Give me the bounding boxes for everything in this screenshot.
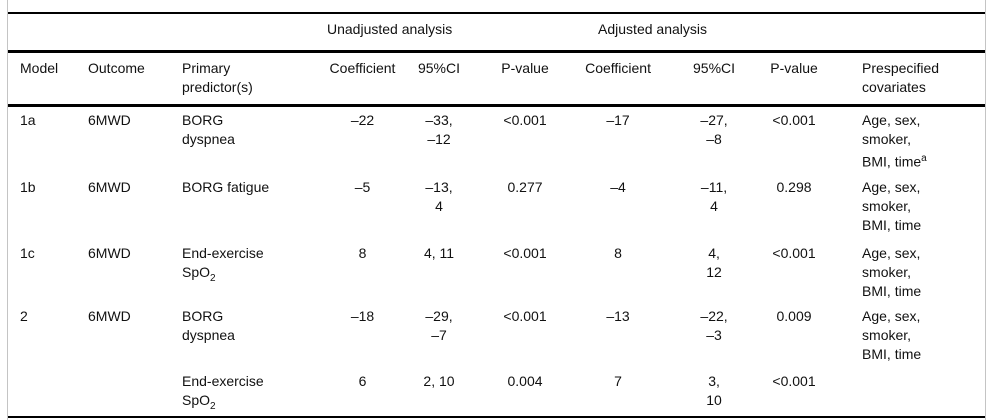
cell-unadjusted-ci: 4, 11 — [423, 245, 455, 261]
cell-unadjusted-coefficient: –5 — [354, 179, 371, 195]
header-unadjusted-ci: 95%CI — [400, 51, 478, 107]
cell-adjusted-ci: –11, 4 — [700, 179, 728, 214]
table-row-model-1a: 1a 6MWD BORG dyspnea –22 –33, –12 <0.001 –… — [8, 106, 985, 175]
cell-outcome — [88, 368, 180, 418]
header-unadjusted-coefficient: Coefficient — [325, 51, 400, 107]
cell-unadjusted-ci: –33, –12 — [425, 112, 453, 147]
cell-outcome: 6MWD — [88, 179, 131, 195]
cell-unadjusted-coefficient: –18 — [350, 308, 375, 324]
table-right-border — [985, 0, 986, 420]
cell-predictor: BORG fatigue — [182, 179, 270, 195]
header-adjusted-coefficient: Coefficient — [572, 51, 665, 107]
cell-adjusted-coefficient: –4 — [610, 179, 626, 195]
cell-adjusted-pvalue: <0.001 — [772, 112, 816, 128]
cell-model — [8, 368, 88, 418]
table-row-model-1b: 1b 6MWD BORG fatigue –5 –13, 4 0.277 –4 –… — [8, 174, 985, 240]
unadjusted-analysis-spanner: Unadjusted analysis — [325, 12, 573, 53]
cell-covariates — [824, 368, 986, 418]
cell-adjusted-pvalue: 0.298 — [776, 179, 812, 195]
cell-unadjusted-pvalue: <0.001 — [503, 245, 547, 261]
table-left-border — [7, 0, 8, 420]
regression-results-table: Unadjusted analysis Adjusted analysis Mo… — [8, 12, 986, 418]
cell-model: 1c — [20, 245, 35, 261]
spanner-spacer — [824, 12, 986, 53]
cell-outcome: 6MWD — [88, 245, 131, 261]
cell-outcome: 6MWD — [88, 112, 131, 128]
cell-adjusted-pvalue: 0.009 — [776, 308, 812, 324]
cell-model: 1b — [20, 179, 36, 195]
cell-covariates: Age, sex, smoker, BMI, time — [862, 308, 922, 362]
header-model: Model — [8, 51, 88, 107]
table-row-model-2: 2 6MWD BORG dyspnea –18 –29, –7 <0.001 –13… — [8, 303, 985, 368]
cell-covariates: Age, sex, smoker, BMI, timea — [862, 112, 927, 170]
cell-model: 2 — [20, 308, 28, 324]
cell-unadjusted-pvalue: 0.004 — [478, 368, 573, 418]
cell-adjusted-pvalue: <0.001 — [772, 245, 816, 261]
spanner-spacer — [8, 12, 325, 53]
cell-unadjusted-ci: –13, 4 — [425, 179, 453, 214]
cell-predictor: BORG dyspnea — [182, 308, 235, 343]
cell-adjusted-ci: 4, 12 — [706, 245, 722, 280]
cell-unadjusted-coefficient: 6 — [325, 368, 400, 418]
header-outcome: Outcome — [88, 51, 180, 107]
cell-adjusted-coefficient: –17 — [606, 112, 630, 128]
cell-unadjusted-coefficient: –22 — [350, 112, 375, 128]
table-row-model-2-continued: End-exercise SpO2 6 2, 10 0.004 7 3, 10 <0… — [8, 368, 986, 418]
analysis-spanner-row: Unadjusted analysis Adjusted analysis — [8, 12, 986, 53]
header-unadjusted-pvalue: P-value — [478, 51, 573, 107]
header-prespecified-covariates: Prespecified covariates — [824, 51, 986, 107]
column-header-row: Model Outcome Primary predictor(s) Coeffi… — [8, 51, 986, 107]
cell-predictor: End-exercise SpO2 — [180, 368, 325, 418]
cell-outcome: 6MWD — [88, 308, 131, 324]
cell-covariates: Age, sex, smoker, BMI, time — [862, 179, 922, 233]
cell-unadjusted-ci: 2, 10 — [400, 368, 478, 418]
cell-adjusted-ci: –27, –8 — [700, 112, 728, 147]
cell-adjusted-ci: 3, 10 — [664, 368, 765, 418]
cell-predictor: BORG dyspnea — [182, 112, 235, 147]
header-adjusted-ci: 95%CI — [664, 51, 765, 107]
cell-unadjusted-pvalue: <0.001 — [503, 112, 547, 128]
cell-adjusted-coefficient: 7 — [572, 368, 665, 418]
cell-adjusted-coefficient: 8 — [614, 245, 622, 261]
cell-adjusted-pvalue: <0.001 — [764, 368, 825, 418]
cell-adjusted-ci: –22, –3 — [700, 308, 728, 343]
table-row-model-1c: 1c 6MWD End-exercise SpO2 8 4, 11 <0.001 … — [8, 240, 985, 303]
adjusted-analysis-spanner: Adjusted analysis — [572, 12, 825, 53]
header-primary-predictor: Primary predictor(s) — [180, 51, 325, 107]
cell-unadjusted-pvalue: <0.001 — [503, 308, 547, 324]
cell-unadjusted-coefficient: 8 — [358, 245, 367, 261]
cell-covariates: Age, sex, smoker, BMI, time — [862, 245, 922, 299]
cell-unadjusted-pvalue: 0.277 — [507, 179, 543, 195]
cell-model: 1a — [20, 112, 36, 128]
cell-unadjusted-ci: –29, –7 — [425, 308, 453, 343]
header-adjusted-pvalue: P-value — [764, 51, 825, 107]
cell-predictor: End-exercise SpO2 — [182, 245, 264, 284]
cell-adjusted-coefficient: –13 — [606, 308, 630, 324]
